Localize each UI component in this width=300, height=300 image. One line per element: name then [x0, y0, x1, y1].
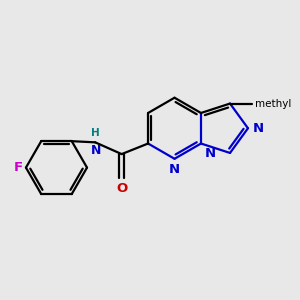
- Text: N: N: [205, 147, 216, 160]
- Text: F: F: [13, 161, 22, 174]
- Text: N: N: [91, 143, 101, 157]
- Text: methyl: methyl: [255, 98, 291, 109]
- Text: N: N: [253, 122, 264, 135]
- Text: O: O: [116, 182, 127, 195]
- Text: N: N: [169, 164, 180, 176]
- Text: H: H: [92, 128, 100, 138]
